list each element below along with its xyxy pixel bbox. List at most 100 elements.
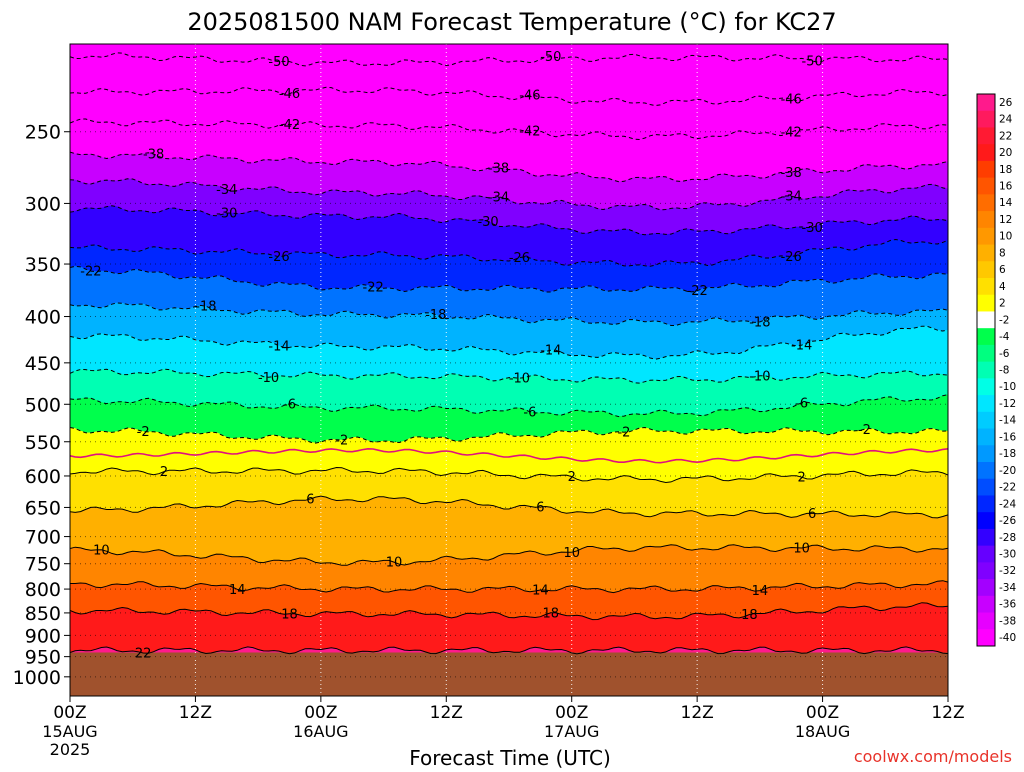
colorbar-label: -30 <box>999 549 1016 561</box>
chart-title: 2025081500 NAM Forecast Temperature (°C)… <box>187 8 836 36</box>
isotherm-label: -34 <box>216 183 237 198</box>
isotherm-label: 6 <box>536 500 544 515</box>
colorbar-label: -6 <box>999 348 1010 360</box>
isotherm-label: 2 <box>568 470 576 485</box>
x-year-label: 2025 <box>50 740 91 759</box>
isotherm-label: 2 <box>160 465 168 480</box>
isotherm-label: -22 <box>687 284 708 299</box>
isotherm-label: -18 <box>749 315 770 330</box>
colorbar-label: -34 <box>999 582 1016 594</box>
isotherm-line <box>70 151 948 183</box>
isotherm-line <box>70 238 948 267</box>
isotherm-line <box>70 368 948 384</box>
isotherm-line <box>70 325 948 360</box>
isotherm-line <box>70 495 948 519</box>
colorbar-swatch <box>977 445 995 463</box>
isotherm-line <box>70 265 948 293</box>
colorbar-label: 2 <box>999 298 1006 310</box>
isotherm-label: -10 <box>749 369 770 384</box>
y-tick-label: 250 <box>25 122 61 144</box>
colorbar-swatch <box>977 244 995 262</box>
isotherm-label: -38 <box>143 148 164 163</box>
isotherm-line <box>70 646 948 655</box>
colorbar-swatch <box>977 294 995 312</box>
colorbar-label: -22 <box>999 482 1016 494</box>
x-date-label: 17AUG <box>544 722 599 741</box>
colorbar-swatch <box>977 194 995 212</box>
isotherm-label: 10 <box>93 543 110 558</box>
isotherm-label: -10 <box>509 372 530 387</box>
colorbar-label: -32 <box>999 565 1016 577</box>
colorbar-swatch <box>977 629 995 647</box>
isotherm-label: -2 <box>137 425 150 440</box>
colorbar-label: -24 <box>999 498 1016 510</box>
colorbar-swatch <box>977 595 995 614</box>
isotherm-line <box>70 178 948 211</box>
colorbar-label: -40 <box>999 632 1016 644</box>
colorbar-swatch <box>977 395 995 413</box>
colorbar-label: 6 <box>999 264 1006 276</box>
colorbar-swatch <box>977 562 995 580</box>
isotherm-label: 22 <box>135 646 152 661</box>
credit-text: coolwx.com/models <box>854 747 1012 766</box>
isotherm-label: 18 <box>741 608 758 623</box>
colorbar-label: -16 <box>999 431 1016 443</box>
isotherm-label: -46 <box>279 87 300 102</box>
below-ground-area <box>70 652 948 696</box>
colorbar-swatch <box>977 177 995 195</box>
y-tick-label: 1000 <box>13 667 61 689</box>
isotherm-label: -46 <box>519 89 540 104</box>
isotherm-label: 6 <box>808 507 816 522</box>
colorbar-label: -8 <box>999 365 1009 377</box>
isotherm-label: 18 <box>543 606 560 621</box>
isotherm-label: -10 <box>258 371 279 386</box>
isotherm-line <box>70 466 948 484</box>
isotherm-label: -2 <box>858 423 871 438</box>
colorbar-label: 24 <box>999 114 1013 126</box>
isotherm-label: -26 <box>509 251 530 266</box>
isotherm-line <box>70 86 948 107</box>
colorbar-swatch <box>977 545 995 563</box>
colorbar-label: -26 <box>999 515 1016 527</box>
isotherm-label: -30 <box>802 221 823 236</box>
isotherm-label: -6 <box>283 397 296 412</box>
colorbar-swatch <box>977 344 995 363</box>
x-tick-label: 00Z <box>304 703 337 723</box>
isotherm-label: -42 <box>519 124 540 139</box>
isotherm-label: -14 <box>540 344 561 359</box>
x-tick-label: 12Z <box>179 703 212 723</box>
colorbar-swatch <box>977 478 995 496</box>
colorbar-swatch <box>977 462 995 480</box>
isotherm-label: 14 <box>229 583 246 598</box>
y-tick-label: 300 <box>25 193 61 215</box>
isotherm-label: -14 <box>268 339 289 354</box>
colorbar-swatch <box>977 579 995 597</box>
colorbar-swatch <box>977 160 995 179</box>
isotherm-label: -30 <box>216 207 237 222</box>
y-tick-label: 500 <box>25 394 61 416</box>
colorbar-label: -18 <box>999 448 1016 460</box>
isotherm-line <box>70 394 948 418</box>
colorbar-swatch <box>977 328 995 346</box>
isotherm-label: -2 <box>617 426 630 441</box>
isotherm-line <box>70 52 948 67</box>
x-tick-label: 12Z <box>681 703 714 723</box>
colorbar-label: 26 <box>999 97 1013 109</box>
colorbar-swatch <box>977 612 995 630</box>
colorbar-swatch <box>977 378 995 396</box>
colorbar-swatch <box>977 94 995 112</box>
y-tick-label: 950 <box>25 647 61 669</box>
isotherm-label: -42 <box>279 118 300 133</box>
isotherm-label: -34 <box>488 191 509 206</box>
colorbar-frame <box>976 93 996 647</box>
isotherm-line <box>70 118 948 141</box>
y-tick-label: 650 <box>25 497 61 519</box>
y-tick-label: 900 <box>25 625 61 647</box>
colorbar-label: 20 <box>999 147 1012 159</box>
colorbar-swatch <box>977 528 995 547</box>
colorbar-swatch <box>977 361 995 379</box>
freezing-line <box>70 447 948 464</box>
x-date-label: 18AUG <box>795 722 850 741</box>
colorbar-label: -20 <box>999 465 1016 477</box>
